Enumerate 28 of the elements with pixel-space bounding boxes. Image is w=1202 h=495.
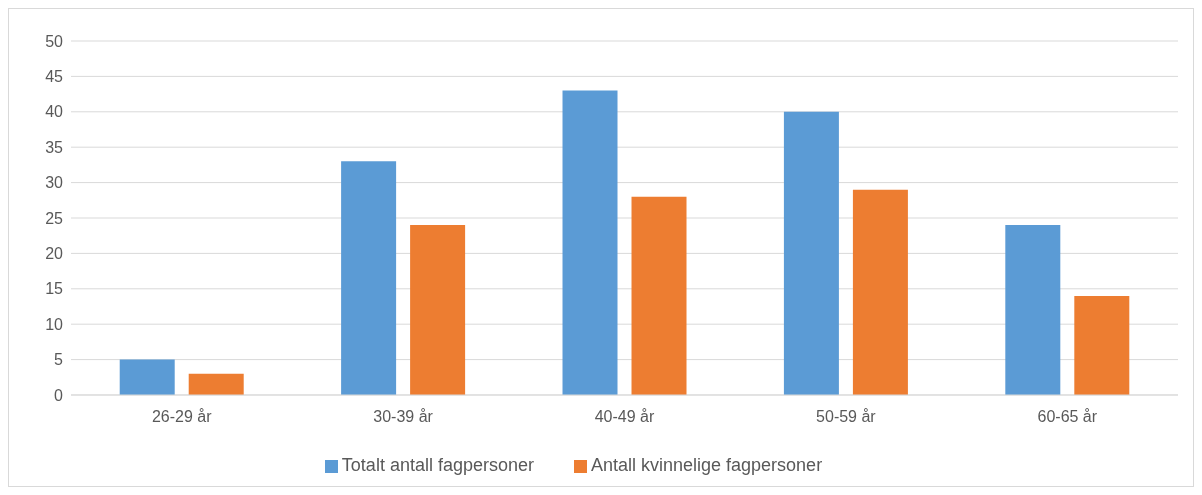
y-tick-label: 35: [45, 138, 64, 156]
bar: [852, 189, 908, 395]
y-tick-label: 10: [45, 315, 64, 333]
bar: [410, 225, 466, 395]
bar: [188, 373, 244, 395]
y-tick-label: 15: [45, 280, 64, 298]
y-tick-label: 5: [54, 351, 64, 369]
bar: [1005, 225, 1061, 395]
legend-label: Antall kvinnelige fagpersoner: [590, 455, 823, 475]
bar: [631, 196, 687, 395]
y-tick-label: 45: [45, 68, 64, 86]
y-tick-label: 40: [45, 103, 64, 121]
bar: [341, 161, 397, 395]
bar: [783, 111, 839, 395]
x-tick-label: 60-65 år: [1037, 408, 1098, 426]
y-tick-label: 0: [54, 386, 64, 404]
legend-label: Totalt antall fagpersoner: [341, 455, 534, 475]
y-tick-label: 30: [45, 174, 64, 192]
x-tick-label: 26-29 år: [151, 408, 213, 426]
bar: [1074, 295, 1130, 395]
y-tick-label: 20: [45, 245, 64, 263]
x-tick-label: 30-39 år: [373, 408, 434, 426]
x-tick-label: 40-49 år: [594, 408, 655, 426]
y-tick-label: 25: [45, 209, 64, 227]
y-tick-label: 50: [45, 32, 64, 50]
bar: [562, 90, 618, 395]
x-tick-label: 50-59 år: [816, 408, 877, 426]
bar: [119, 359, 175, 395]
